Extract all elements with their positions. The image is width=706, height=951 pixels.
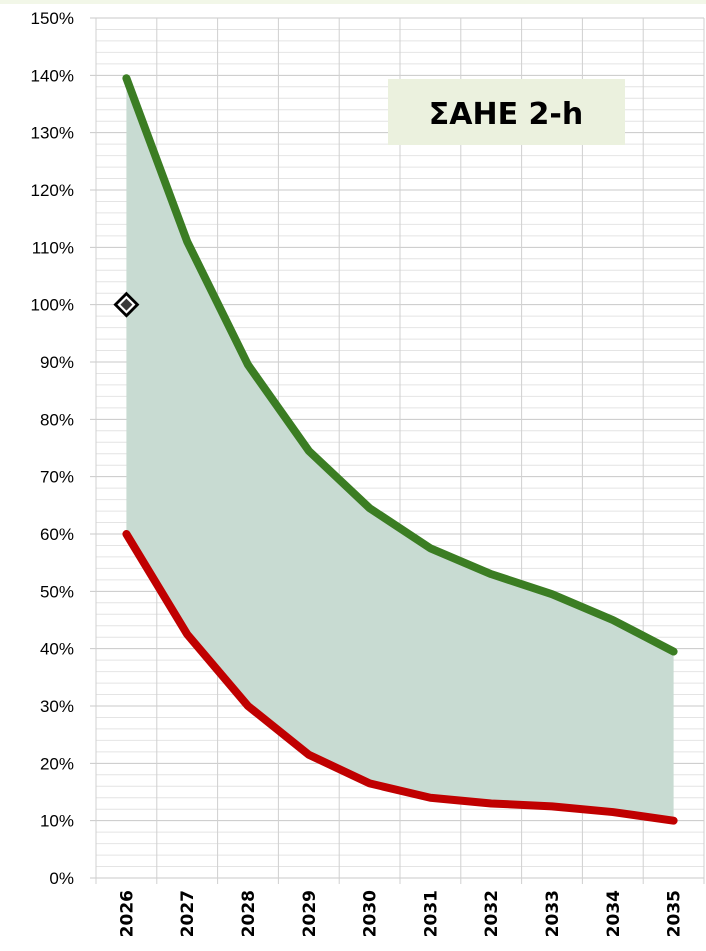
series-0-point (245, 362, 251, 368)
series-0-point (367, 505, 373, 511)
y-tick-label: 110% (32, 238, 74, 257)
x-tick-label: 2030 (361, 890, 381, 937)
series-line-1 (122, 530, 678, 825)
y-axis-ticks: 0% 10% 20% 30% 40% 50% 60% 70% 80% 90% 100% 110% 120… (31, 9, 74, 888)
series-0-point (123, 75, 129, 81)
series-line-0 (122, 74, 678, 656)
x-tick-label: 2026 (117, 890, 137, 937)
series-1-point (549, 803, 555, 809)
y-tick-label: 30% (40, 697, 74, 716)
y-tick-label: 50% (40, 582, 74, 601)
x-tick-label: 2033 (543, 890, 563, 937)
series-0-point (427, 545, 433, 551)
y-tick-label: 10% (40, 812, 74, 831)
marker-layer (113, 291, 140, 318)
chart-title-background (388, 79, 625, 145)
y-tick-label: 20% (40, 754, 74, 773)
x-tick-label: 2028 (239, 890, 259, 937)
x-tick-label: 2035 (665, 890, 685, 937)
y-tick-label: 120% (31, 181, 74, 200)
series-0-point (610, 617, 616, 623)
y-tick-label: 140% (31, 66, 74, 85)
series-1-point (488, 800, 494, 806)
header-strip (0, 0, 706, 4)
y-tick-label: 90% (40, 353, 74, 372)
x-tick-label: 2034 (604, 890, 624, 937)
x-axis-ticks: 2026 2027 2028 2029 2030 2031 2032 2033 2034 2035 (117, 890, 684, 937)
series-1-point (427, 795, 433, 801)
y-tick-label: 130% (31, 124, 74, 143)
series-0-point (184, 239, 190, 245)
x-tick-label: 2031 (421, 890, 441, 937)
series-layer (122, 74, 678, 825)
series-1-point (123, 531, 129, 537)
y-tick-label: 40% (40, 640, 74, 659)
diamond-marker (113, 291, 140, 318)
series-0-point (549, 591, 555, 597)
chart-title-box: ΣΑΗΕ 2-h (388, 79, 625, 145)
series-1-point (306, 752, 312, 758)
series-1-point (367, 780, 373, 786)
y-tick-label: 100% (31, 296, 74, 315)
y-tick-label: 80% (40, 410, 74, 429)
series-1-point (671, 818, 677, 824)
y-tick-label: 70% (40, 468, 74, 487)
series-0-point (306, 448, 312, 454)
x-tick-label: 2032 (482, 890, 502, 937)
series-1-point (184, 631, 190, 637)
y-tick-label: 150% (31, 9, 74, 28)
x-tick-label: 2027 (178, 890, 198, 937)
range-band (126, 78, 674, 821)
series-1-point (245, 703, 251, 709)
series-0-point (488, 571, 494, 577)
x-tick-label: 2029 (300, 890, 320, 937)
series-1-point (610, 809, 616, 815)
series-0-point (671, 649, 677, 655)
y-tick-label: 0% (49, 869, 74, 888)
chart-title: ΣΑΗΕ 2-h (429, 97, 583, 132)
y-tick-label: 60% (40, 525, 74, 544)
